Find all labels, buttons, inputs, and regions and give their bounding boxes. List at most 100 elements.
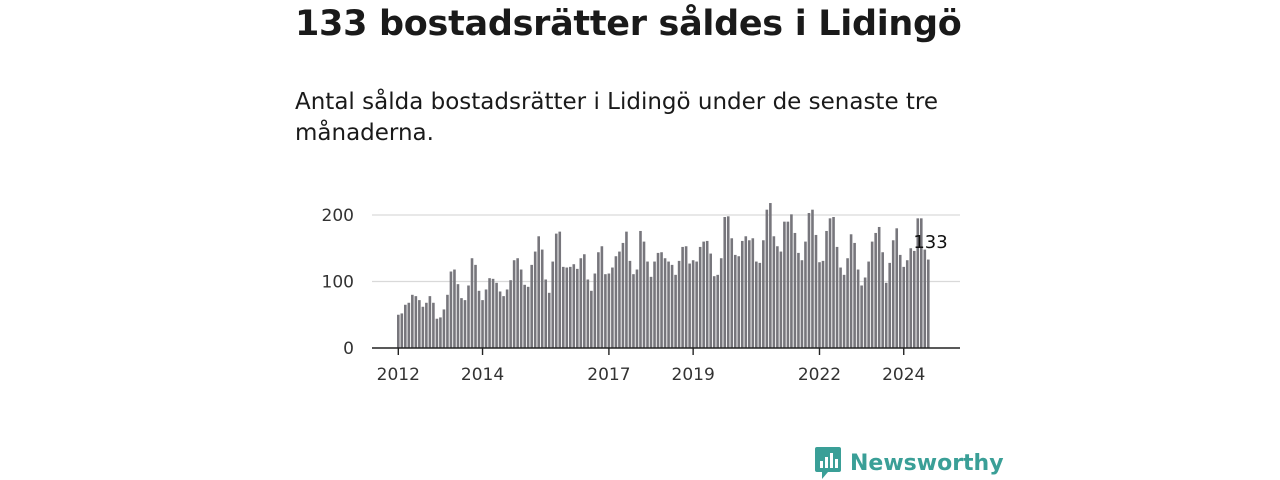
bar — [818, 262, 821, 348]
bar — [730, 238, 734, 348]
bar — [776, 246, 779, 348]
bar — [432, 302, 435, 348]
bar — [663, 258, 667, 348]
bar — [604, 274, 607, 348]
bar — [530, 264, 533, 349]
bar — [551, 261, 555, 348]
bar — [772, 236, 776, 348]
bar — [572, 264, 576, 348]
bar — [526, 286, 530, 348]
x-tick-label: 2022 — [798, 365, 841, 385]
bar — [400, 313, 404, 348]
bar — [846, 258, 849, 348]
bar — [877, 226, 881, 348]
bar — [884, 282, 888, 348]
x-tick-label: 2012 — [377, 365, 420, 385]
bar — [684, 246, 688, 348]
bar — [474, 264, 477, 349]
bar — [832, 217, 835, 348]
bar — [804, 241, 807, 348]
bar — [411, 294, 414, 348]
bar — [726, 216, 730, 348]
bar — [407, 302, 411, 348]
bar — [783, 221, 786, 348]
bar — [607, 273, 611, 348]
page-title: 133 bostadsrätter såldes i Lidingö — [295, 4, 962, 44]
bar — [621, 242, 625, 348]
bar — [537, 236, 540, 348]
bar — [744, 236, 748, 348]
bar — [779, 251, 783, 348]
bar — [733, 254, 737, 348]
bar — [769, 203, 772, 348]
x-axis-ticks — [397, 348, 905, 355]
bar — [874, 232, 877, 348]
bar — [800, 260, 804, 348]
bar — [737, 256, 741, 348]
bar — [688, 263, 691, 348]
bar — [702, 241, 705, 348]
bar — [856, 269, 860, 348]
bar — [916, 218, 920, 348]
chart-subtitle: Antal sålda bostadsrätter i Lidingö unde… — [295, 89, 939, 146]
bar — [698, 246, 702, 348]
bar — [912, 250, 916, 348]
bar — [463, 300, 467, 348]
bar — [600, 246, 604, 348]
bar — [495, 282, 498, 348]
bar — [828, 218, 832, 348]
bar — [579, 258, 583, 348]
bar — [656, 252, 660, 348]
bar — [888, 262, 891, 348]
bar — [488, 278, 491, 348]
bar — [491, 278, 495, 348]
bar — [435, 318, 439, 348]
bar — [881, 252, 884, 348]
bar — [863, 277, 867, 348]
bar — [751, 238, 755, 348]
brand-name: Newsworthy — [850, 450, 1004, 476]
bar — [421, 306, 425, 348]
bar — [677, 260, 681, 348]
bar — [632, 274, 635, 348]
bar — [498, 291, 502, 348]
bar — [439, 317, 442, 348]
bar — [481, 300, 484, 348]
bar — [516, 258, 519, 348]
bar — [709, 253, 712, 348]
bar — [705, 240, 709, 348]
bar — [397, 314, 400, 348]
bar — [467, 285, 470, 348]
bar — [923, 249, 927, 348]
y-axis-labels: 0 100 200 — [322, 206, 354, 359]
bar — [919, 218, 923, 348]
bar — [674, 274, 677, 348]
bar — [695, 261, 698, 348]
bar — [839, 267, 842, 348]
bar — [565, 267, 569, 348]
bar — [807, 213, 811, 348]
y-tick-label: 0 — [343, 339, 354, 359]
bar — [614, 256, 618, 348]
bar — [909, 248, 913, 348]
bar — [653, 261, 656, 348]
bar — [611, 267, 614, 348]
bar — [523, 284, 526, 348]
bar — [583, 254, 586, 348]
bar — [905, 260, 909, 348]
bar — [484, 289, 488, 348]
latest-value-label: 133 — [913, 232, 947, 253]
bar — [561, 266, 565, 348]
bar — [719, 258, 723, 348]
newsworthy-logo-icon — [815, 447, 841, 479]
bar — [762, 240, 765, 348]
bar — [765, 209, 769, 348]
bar — [755, 261, 758, 348]
bar — [649, 276, 653, 348]
bar — [418, 300, 421, 348]
bar — [639, 230, 642, 348]
bar — [642, 241, 646, 348]
y-tick-label: 200 — [322, 206, 354, 226]
bar — [428, 296, 432, 348]
bar — [568, 266, 572, 348]
